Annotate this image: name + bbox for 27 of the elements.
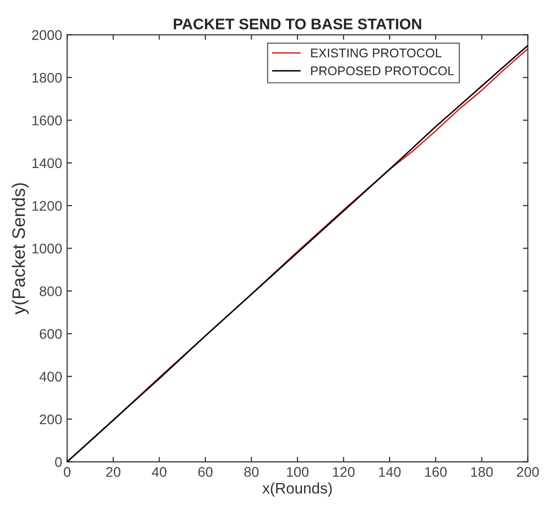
x-tick-label: 80 bbox=[244, 467, 259, 477]
y-tick-label: 0 bbox=[55, 457, 62, 467]
x-tick-label: 200 bbox=[516, 467, 539, 477]
y-tick-label: 2000 bbox=[32, 30, 62, 40]
y-tick-label: 200 bbox=[40, 414, 62, 424]
chart-title: PACKET SEND TO BASE STATION bbox=[174, 18, 422, 30]
x-tick-label: 160 bbox=[425, 467, 447, 477]
y-tick-label: 1000 bbox=[32, 244, 62, 254]
x-axis-title: x(Rounds) bbox=[262, 482, 332, 497]
x-tick-label: 60 bbox=[198, 467, 213, 477]
y-axis-title: y(Packet Sends) bbox=[12, 183, 29, 315]
y-tick-label: 1800 bbox=[32, 72, 62, 83]
x-tick-label: 40 bbox=[152, 467, 166, 477]
x-tick-label: 140 bbox=[379, 467, 401, 477]
x-tick-label: 100 bbox=[286, 467, 309, 477]
y-tick-label: 1600 bbox=[32, 116, 62, 126]
y-tick-label: 1200 bbox=[32, 200, 62, 211]
y-tick-label: 800 bbox=[40, 286, 62, 296]
y-tick-label: 400 bbox=[39, 372, 62, 382]
x-tick-label: 120 bbox=[333, 467, 355, 477]
y-tick-label: 600 bbox=[40, 329, 62, 339]
x-tick-label: 180 bbox=[471, 467, 493, 477]
legend-label: EXISTING PROTOCOL bbox=[311, 48, 442, 58]
y-tick-label: 1400 bbox=[32, 158, 62, 168]
legend-label: PROPOSED PROTOCOL bbox=[311, 66, 454, 76]
x-tick-label: 20 bbox=[106, 467, 120, 477]
x-tick-label: 0 bbox=[64, 467, 70, 477]
